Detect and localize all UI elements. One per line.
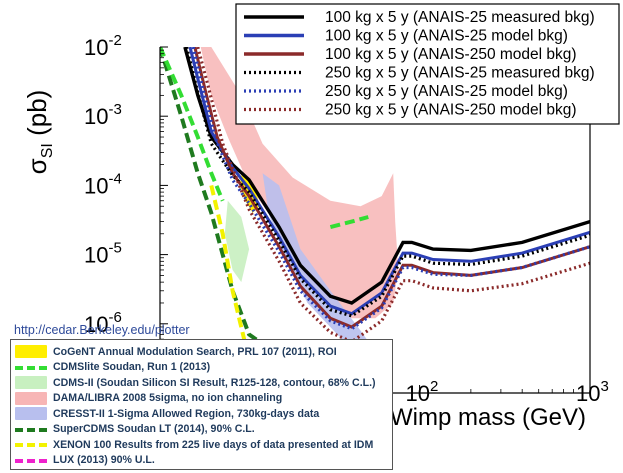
cdmslite-line — [160, 47, 225, 202]
cdmslite-tail-line — [329, 215, 369, 230]
legend-entry-4: 250 kg x 5 y (ANAIS-25 measured bkg) — [325, 65, 595, 82]
y-tick-label-3: 10-5 — [84, 240, 122, 268]
x-tick-label-1: 103 — [576, 378, 609, 406]
legend-entry-6: 250 kg x 5 y (ANAIS-250 model bkg) — [325, 102, 577, 119]
overlay-legend-label: DAMA/LIBRA 2008 5sigma, no ion channelin… — [53, 392, 283, 405]
x-tick-labels: 102 103 — [406, 378, 609, 406]
overlay-legend-swatch — [15, 454, 47, 467]
overlay-legend-label: LUX (2013) 90% U.L. — [53, 454, 155, 467]
overlay-legend-label: SuperCDMS Soudan LT (2014), 90% C.L. — [53, 423, 255, 436]
series-line-6 — [196, 47, 590, 344]
overlay-legend-row: CRESST-II 1-Sigma Allowed Region, 730kg-… — [15, 406, 388, 422]
overlay-legend-row: LUX (2013) 90% U.L. — [15, 453, 388, 469]
legend-entry-5: 250 kg x 5 y (ANAIS-25 model bkg) — [325, 83, 568, 100]
series-line-5 — [191, 47, 590, 331]
overlay-legend-row: CDMSlite Soudan, Run 1 (2013) — [15, 360, 388, 376]
overlay-legend-swatch — [15, 376, 47, 390]
overlay-legend-row: DAMA/LIBRA 2008 5sigma, no ion channelin… — [15, 391, 388, 407]
overlay-legend-label: CDMSlite Soudan, Run 1 (2013) — [53, 361, 211, 374]
overlay-legend-swatch — [15, 345, 47, 359]
overlay-legend-swatch — [15, 438, 47, 451]
overlay-legend-row: XENON 100 Results from 225 live days of … — [15, 437, 388, 453]
overlay-line-layer — [160, 47, 369, 393]
overlay-legend-swatch — [15, 361, 47, 374]
overlay-legend-row: SuperCDMS Soudan LT (2014), 90% C.L. — [15, 422, 388, 438]
y-axis-label: σSI (pb) — [22, 90, 56, 175]
supercdms-line — [160, 47, 352, 371]
legend-entry-2: 100 kg x 5 y (ANAIS-25 model bkg) — [325, 28, 568, 45]
overlay-legend-swatch — [15, 391, 47, 405]
overlay-legend-label: CoGeNT Annual Modulation Search, PRL 107… — [53, 345, 337, 358]
x-tick-label-0: 102 — [406, 378, 439, 406]
overlay-legend-label: CRESST-II 1-Sigma Allowed Region, 730kg-… — [53, 407, 320, 420]
legend-entry-1: 100 kg x 5 y (ANAIS-25 measured bkg) — [325, 9, 595, 26]
y-tick-label-2: 10-4 — [84, 170, 122, 198]
source-credit: http://cedar.Berkeley.edu/plotter — [14, 323, 190, 337]
y-tick-label-0: 10-2 — [84, 32, 122, 60]
overlay-legend-row: CDMS-II (Soudan Silicon SI Result, R125-… — [15, 375, 388, 391]
series-line-layer — [183, 47, 590, 344]
x-axis-label: Wimp mass (GeV) — [390, 404, 586, 431]
overlay-legend: CoGeNT Annual Modulation Search, PRL 107… — [10, 339, 393, 470]
xenon-line — [209, 184, 265, 393]
cdms-ii-region — [224, 200, 250, 283]
overlay-legend-label: CDMS-II (Soudan Silicon SI Result, R125-… — [53, 376, 376, 389]
y-tick-label-1: 10-3 — [84, 101, 122, 129]
y-tick-label-4: 10-6 — [84, 309, 122, 337]
overlay-legend-swatch — [15, 407, 47, 421]
overlay-legend-row: CoGeNT Annual Modulation Search, PRL 107… — [15, 344, 388, 360]
legend: 100 kg x 5 y (ANAIS-25 measured bkg) 100 … — [235, 3, 620, 125]
overlay-legend-label: XENON 100 Results from 225 live days of … — [53, 438, 374, 451]
dama-libra-region — [200, 47, 399, 319]
series-line-4 — [185, 47, 590, 318]
legend-entry-3: 100 kg x 5 y (ANAIS-250 model bkg) — [325, 46, 577, 63]
overlay-legend-swatch — [15, 423, 47, 436]
